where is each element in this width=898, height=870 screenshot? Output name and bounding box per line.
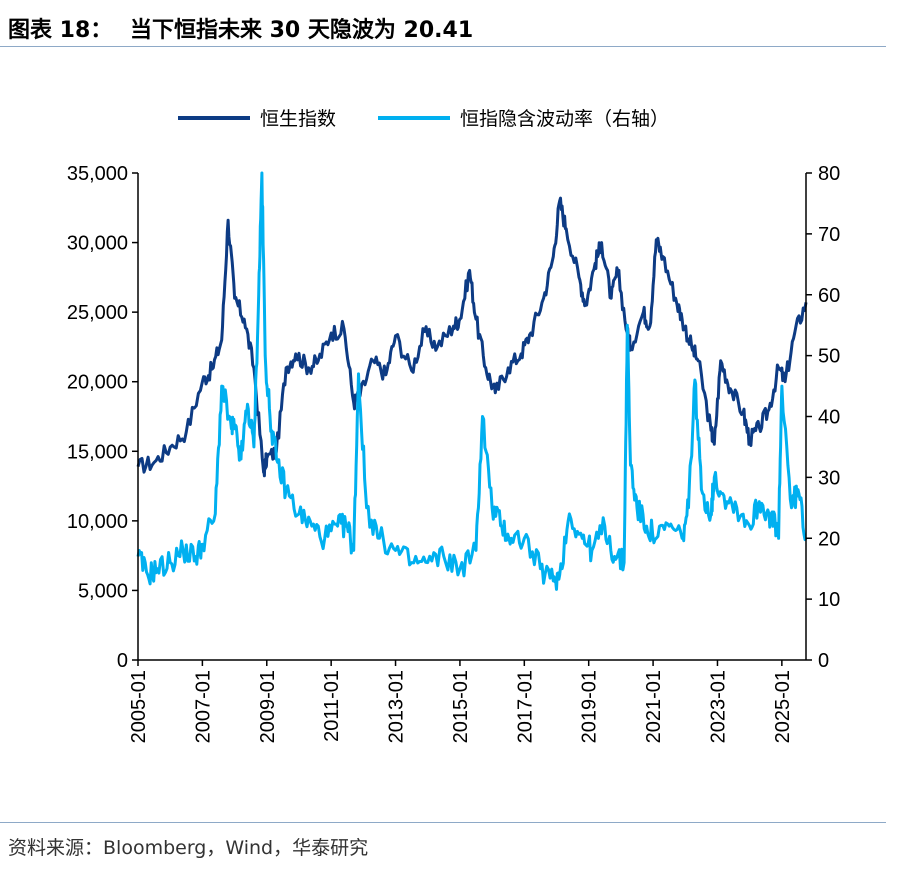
footer-rule — [0, 822, 886, 823]
figure-title: 图表 18： 当下恒指未来 30 天隐波为 20.41 — [8, 12, 473, 44]
title-rule — [0, 46, 886, 47]
x-tick-label: 2007-01 — [192, 670, 214, 743]
x-tick-label: 2009-01 — [257, 670, 279, 743]
x-tick-label: 2017-01 — [514, 670, 536, 743]
y-right-tick-label: 40 — [818, 407, 840, 429]
axes: 0 5,000 10,000 15,000 20,000 25,000 30,000 35,0… — [67, 163, 840, 743]
legend-label: 恒生指数 — [260, 108, 336, 130]
figure-title-text: 当下恒指未来 30 天隐波为 20.41 — [129, 18, 474, 43]
y-right-tick-label: 10 — [818, 589, 840, 611]
legend-item-hsi: 恒生指数 — [178, 108, 336, 130]
y-right-tick-label: 30 — [818, 467, 840, 489]
y-right-tick-label: 0 — [818, 650, 829, 672]
x-tick-label: 2005-01 — [128, 670, 150, 743]
x-tick-label: 2023-01 — [707, 670, 729, 743]
x-tick-label: 2021-01 — [643, 670, 665, 743]
x-tick-label: 2011-01 — [321, 670, 343, 742]
y-left-tick-label: 5,000 — [78, 580, 128, 602]
y-left-tick-label: 0 — [117, 650, 128, 672]
legend: 恒生指数 恒指隐含波动率（右轴） — [178, 108, 669, 130]
legend-item-implied-vol: 恒指隐含波动率（右轴） — [378, 108, 669, 130]
y-right-tick-label: 20 — [818, 528, 840, 550]
y-right-tick-label: 50 — [818, 346, 840, 368]
x-tick-label: 2013-01 — [386, 670, 408, 743]
y-right-tick-label: 70 — [818, 224, 840, 246]
y-left-tick-label: 30,000 — [67, 233, 128, 255]
y-left-tick-label: 20,000 — [67, 372, 128, 394]
series-line-hsi — [136, 196, 808, 478]
y-right-tick-label: 80 — [818, 163, 840, 185]
x-tick-label: 2019-01 — [579, 670, 601, 743]
y-right-tick-label: 60 — [818, 285, 840, 307]
series-lines — [136, 171, 808, 591]
y-left-tick-label: 10,000 — [67, 511, 128, 533]
chart: 恒生指数 恒指隐含波动率（右轴） 0 5,000 10,000 15,000 20,000… — [67, 108, 840, 743]
y-left-tick-label: 15,000 — [67, 441, 128, 463]
y-left-tick-label: 35,000 — [67, 163, 128, 185]
x-tick-label: 2025-01 — [772, 670, 794, 743]
y-left-tick-label: 25,000 — [67, 302, 128, 324]
source-note: 资料来源：Bloomberg，Wind，华泰研究 — [8, 837, 369, 859]
legend-label: 恒指隐含波动率（右轴） — [460, 108, 669, 130]
figure-label: 图表 18： — [8, 18, 113, 43]
x-tick-label: 2015-01 — [450, 670, 472, 743]
series-line-implied-vol — [136, 171, 808, 591]
